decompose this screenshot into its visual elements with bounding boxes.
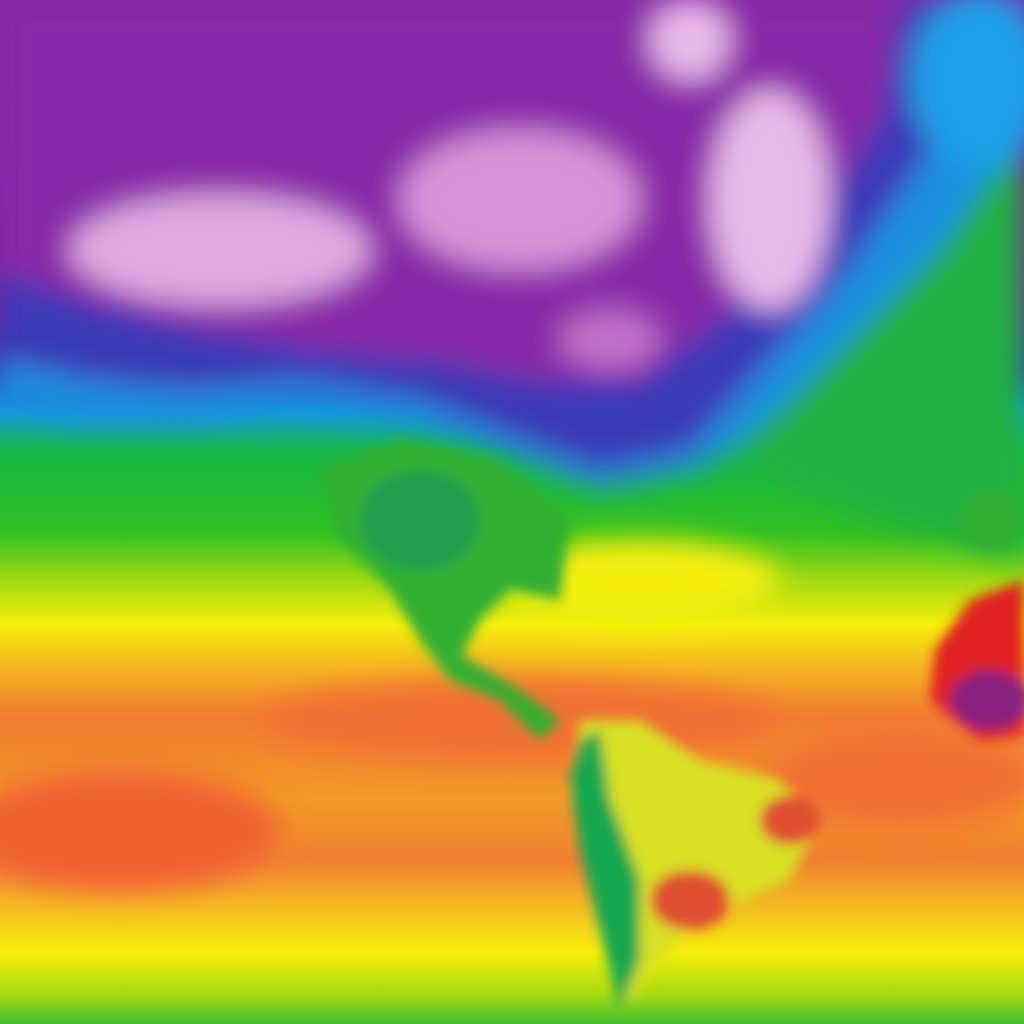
land xyxy=(320,440,1024,1010)
air-masses xyxy=(0,0,1024,890)
